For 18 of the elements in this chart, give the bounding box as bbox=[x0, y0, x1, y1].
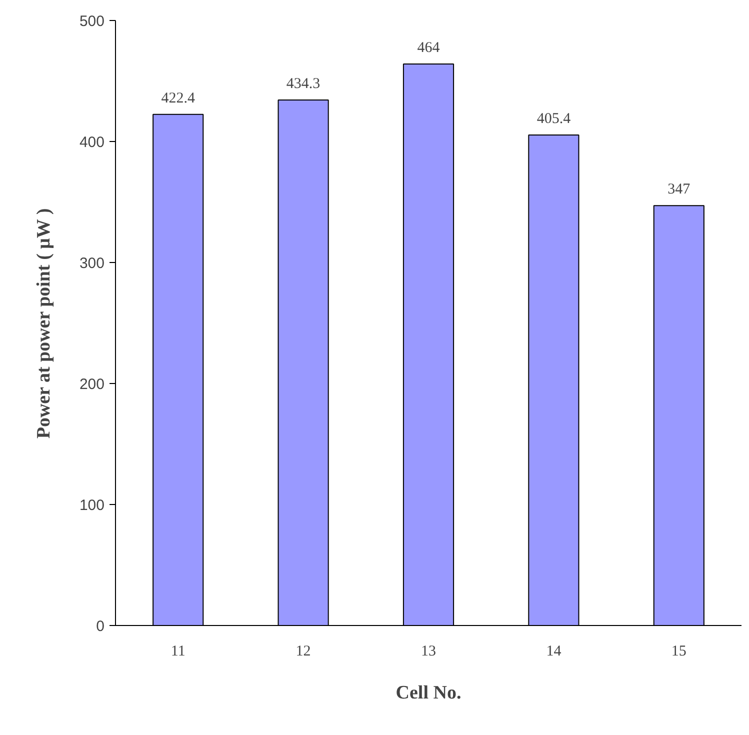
x-tick-label: 14 bbox=[546, 644, 562, 660]
y-axis-title: Power at power point ( μW ) bbox=[33, 208, 54, 439]
y-tick-label: 0 bbox=[96, 618, 104, 635]
data-label: 347 bbox=[668, 182, 691, 198]
data-label: 405.4 bbox=[536, 110, 572, 127]
x-tick-label: 13 bbox=[421, 644, 436, 660]
data-label: 422.4 bbox=[161, 90, 196, 106]
x-tick-label: 11 bbox=[170, 644, 186, 660]
y-tick-label: 400 bbox=[79, 134, 105, 151]
data-label: 464 bbox=[417, 40, 440, 56]
x-tick-label: 15 bbox=[671, 644, 686, 660]
y-tick-label: 500 bbox=[79, 13, 105, 30]
y-tick-label: 100 bbox=[79, 497, 105, 514]
data-label: 434.3 bbox=[286, 76, 320, 92]
y-tick-label: 200 bbox=[79, 376, 105, 393]
x-axis-title: Cell No. bbox=[396, 682, 462, 704]
y-tick-label: 300 bbox=[79, 255, 105, 272]
x-tick-label: 12 bbox=[296, 644, 311, 660]
